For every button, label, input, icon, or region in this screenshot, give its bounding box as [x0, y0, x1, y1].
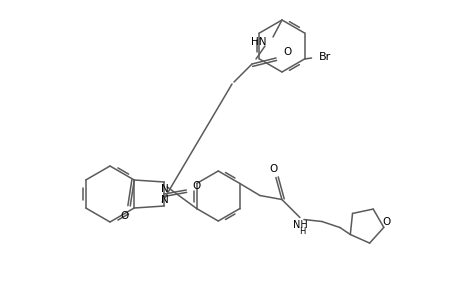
Text: N: N: [161, 184, 169, 194]
Text: O: O: [269, 164, 277, 175]
Text: O: O: [192, 181, 200, 191]
Text: O: O: [120, 211, 128, 221]
Text: O: O: [382, 218, 390, 227]
Text: O: O: [282, 47, 291, 57]
Text: N: N: [161, 195, 169, 205]
Text: H: H: [298, 227, 304, 236]
Text: HN: HN: [251, 37, 266, 47]
Text: NH: NH: [292, 220, 307, 230]
Text: Br: Br: [318, 52, 330, 62]
